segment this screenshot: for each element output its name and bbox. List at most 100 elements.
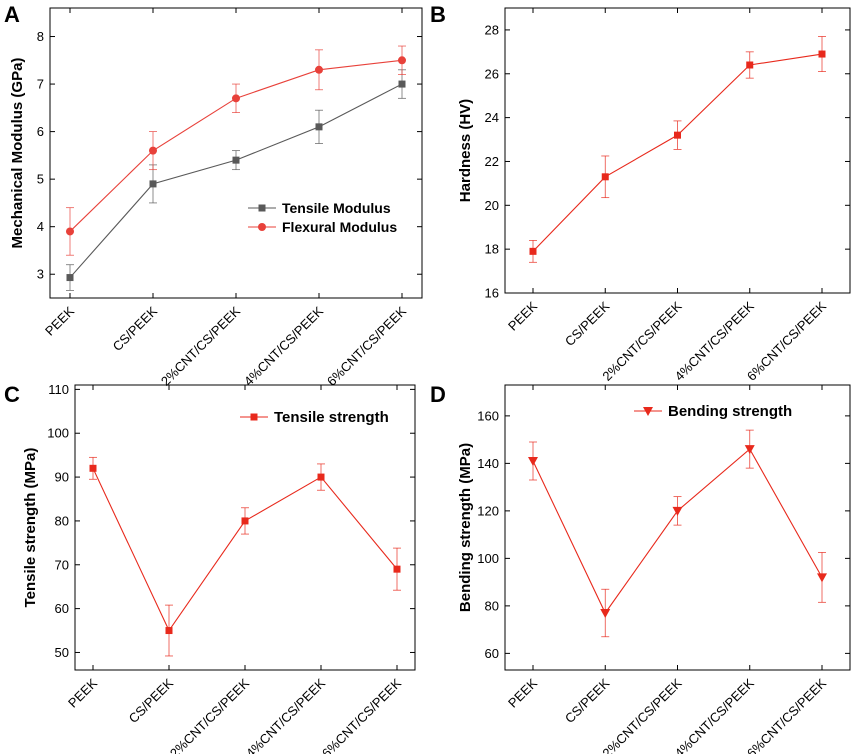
data-point xyxy=(165,627,173,635)
y-tick-label: 26 xyxy=(485,66,499,81)
y-tick-label: 18 xyxy=(485,242,499,257)
y-tick-label: 22 xyxy=(485,154,499,169)
data-point xyxy=(746,61,754,69)
data-point xyxy=(672,506,683,516)
y-axis-label: Bending strength (MPa) xyxy=(457,443,474,612)
y-tick-label: 8 xyxy=(37,29,44,44)
series-line xyxy=(532,448,823,615)
y-tick-label: 50 xyxy=(55,645,69,660)
data-point xyxy=(315,65,323,74)
series-flexural-modulus xyxy=(66,45,406,256)
series-bending-strength xyxy=(528,429,827,638)
data-point xyxy=(393,565,401,573)
y-tick-label: 110 xyxy=(48,382,69,397)
data-point xyxy=(241,517,249,525)
legend: Bending strength xyxy=(634,403,792,420)
y-tick-label: 140 xyxy=(477,456,499,471)
data-point xyxy=(149,180,157,188)
legend-marker xyxy=(258,204,266,212)
data-point xyxy=(529,247,537,255)
data-point xyxy=(528,457,538,466)
legend-marker xyxy=(643,407,653,416)
series-line xyxy=(532,53,823,252)
data-point xyxy=(601,173,609,181)
x-category-label: 4%CNT/CS/PEEK xyxy=(672,298,757,383)
data-point xyxy=(600,609,611,618)
x-category-label: 2%CNT/CS/PEEK xyxy=(158,303,243,388)
x-category-label: CS/PEEK xyxy=(562,298,613,349)
data-point xyxy=(674,131,681,139)
y-tick-label: 6 xyxy=(37,124,44,139)
x-category-label: CS/PEEK xyxy=(126,675,177,726)
y-tick-label: 160 xyxy=(477,408,499,423)
y-tick-label: 60 xyxy=(485,646,499,661)
y-tick-label: 4 xyxy=(37,219,44,234)
y-tick-label: 70 xyxy=(55,557,69,572)
data-point xyxy=(398,56,406,65)
x-category-label: 6%CNT/CS/PEEK xyxy=(319,675,404,754)
y-tick-label: 7 xyxy=(37,77,44,92)
panel-d: D 60 80 100 120 140 160 PEEK CS/PEEK2%CNT/CS/PEE… xyxy=(430,382,851,754)
y-tick-label: 90 xyxy=(55,470,69,485)
x-category-label: 6%CNT/CS/PEEK xyxy=(324,303,409,388)
data-point xyxy=(66,274,74,282)
data-point xyxy=(315,123,323,131)
x-category-label: 2%CNT/CS/PEEK xyxy=(167,675,252,754)
y-tick-label: 20 xyxy=(485,198,499,213)
x-category-label: 2%CNT/CS/PEEK xyxy=(599,675,684,754)
data-point xyxy=(66,227,74,236)
series-line xyxy=(69,83,403,278)
data-point xyxy=(818,50,826,58)
data-point xyxy=(817,573,827,583)
y-axis-label: Mechanical Modulus (GPa) xyxy=(9,58,26,249)
legend-marker xyxy=(250,413,258,421)
legend: Tensile Modulus Flexural Modulus xyxy=(248,200,397,235)
x-category-label: 6%CNT/CS/PEEK xyxy=(744,298,829,383)
y-axis-label: Tensile strength (MPa) xyxy=(22,448,39,608)
x-category-label: 4%CNT/CS/PEEK xyxy=(241,303,326,388)
x-category-label: CS/PEEK xyxy=(110,303,161,354)
x-category-label: CS/PEEK xyxy=(562,675,613,726)
y-tick-label: 5 xyxy=(37,172,44,187)
y-tick-label: 120 xyxy=(477,503,499,518)
data-point xyxy=(149,146,157,155)
data-point xyxy=(232,156,240,164)
series-hardness xyxy=(529,36,826,263)
data-point xyxy=(398,80,406,88)
legend-label: Tensile Modulus xyxy=(282,200,391,216)
x-category-label: 2%CNT/CS/PEEK xyxy=(599,298,684,383)
data-point xyxy=(89,464,97,472)
legend-label: Tensile strength xyxy=(274,409,389,426)
y-tick-label: 16 xyxy=(485,286,499,301)
series-tensile-strength xyxy=(89,456,401,657)
y-tick-label: 100 xyxy=(47,426,69,441)
legend-marker xyxy=(258,223,266,231)
x-category-label: 6%CNT/CS/PEEK xyxy=(744,675,829,754)
x-category-label: PEEK xyxy=(65,675,100,710)
y-tick-label: 24 xyxy=(485,110,499,125)
data-point xyxy=(317,473,325,481)
legend-label: Bending strength xyxy=(668,403,792,420)
plot-frame xyxy=(504,384,851,671)
plot-frame xyxy=(504,7,851,294)
panel-letter: A xyxy=(4,2,20,27)
panel-a: A 3 4 5 6 7 8 PEEK CS/PEEK2%CNT/CS/PEEK4%CNT/CS/… xyxy=(4,2,423,389)
y-tick-label: 80 xyxy=(485,598,499,613)
y-tick-label: 28 xyxy=(485,22,499,37)
x-category-label: 4%CNT/CS/PEEK xyxy=(672,675,757,754)
x-category-label: PEEK xyxy=(505,675,540,710)
y-tick-label: 80 xyxy=(55,513,69,528)
data-point xyxy=(232,94,240,103)
y-tick-label: 100 xyxy=(477,551,499,566)
y-axis-label: Hardness (HV) xyxy=(457,99,474,202)
panel-letter: C xyxy=(4,382,20,407)
y-tick-label: 60 xyxy=(55,601,69,616)
panel-letter: D xyxy=(430,382,446,407)
panel-b: B 16 18 20 22 24 26 28 PEEK CS/PEEK2%CNT/CS/PEEK4… xyxy=(430,2,851,384)
data-point xyxy=(744,445,755,455)
x-category-label: PEEK xyxy=(505,298,540,333)
series-line xyxy=(92,468,398,632)
panel-c: C 50 60 70 80 90 100 110 PEEK CS/PEEK2%CNT/CS/PEE… xyxy=(4,382,416,754)
panel-letter: B xyxy=(430,2,446,27)
